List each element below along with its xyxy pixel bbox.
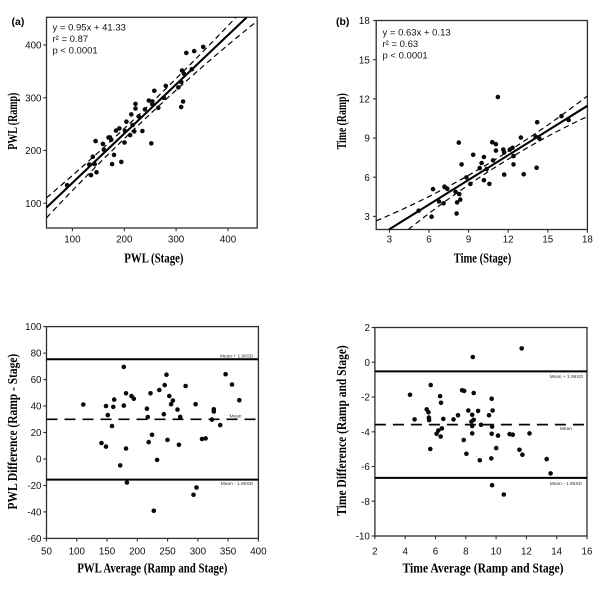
svg-text:Mean + 1.96SD: Mean + 1.96SD: [220, 353, 254, 359]
svg-text:3: 3: [364, 212, 370, 223]
svg-text:200: 200: [25, 146, 42, 157]
svg-text:r² = 0.63: r² = 0.63: [383, 39, 419, 50]
svg-text:Mean + 1.96SD: Mean + 1.96SD: [550, 374, 584, 380]
svg-text:2: 2: [364, 323, 369, 334]
svg-text:100: 100: [69, 547, 86, 558]
svg-text:18: 18: [582, 235, 593, 246]
svg-text:200: 200: [116, 235, 133, 246]
svg-text:0: 0: [36, 455, 42, 466]
svg-text:8: 8: [463, 547, 469, 558]
svg-text:Mean: Mean: [560, 426, 572, 432]
svg-text:y = 0.95x + 41.33: y = 0.95x + 41.33: [53, 22, 126, 33]
svg-text:100: 100: [64, 235, 81, 246]
svg-text:16: 16: [582, 547, 593, 558]
svg-text:2: 2: [372, 547, 377, 558]
svg-text:4: 4: [402, 547, 408, 558]
svg-text:PWL (Ramp): PWL (Ramp): [6, 92, 21, 149]
svg-text:Time Average (Ramp and Stage): Time Average (Ramp and Stage): [403, 562, 564, 577]
svg-text:r² = 0.87: r² = 0.87: [53, 34, 89, 45]
svg-text:15: 15: [359, 55, 370, 66]
svg-text:p < 0.0001: p < 0.0001: [383, 51, 428, 62]
svg-text:p < 0.0001: p < 0.0001: [53, 46, 98, 57]
svg-text:(b): (b): [336, 16, 349, 28]
svg-text:10: 10: [491, 547, 502, 558]
svg-text:40: 40: [31, 402, 42, 413]
svg-text:-6: -6: [361, 462, 370, 473]
svg-text:18: 18: [359, 16, 370, 27]
svg-text:-10: -10: [356, 532, 371, 543]
svg-text:150: 150: [99, 547, 116, 558]
svg-text:Time Difference (Ramp and Stag: Time Difference (Ramp and Stage): [335, 345, 350, 516]
svg-text:300: 300: [25, 93, 42, 104]
svg-text:PWL Average (Ramp and Stage): PWL Average (Ramp and Stage): [77, 562, 227, 577]
svg-text:300: 300: [168, 235, 185, 246]
svg-text:6: 6: [364, 173, 370, 184]
svg-text:Mean: Mean: [230, 414, 242, 420]
svg-text:-40: -40: [27, 508, 42, 519]
svg-text:50: 50: [41, 547, 52, 558]
svg-text:6: 6: [426, 235, 432, 246]
svg-text:400: 400: [25, 41, 42, 52]
svg-text:Mean - 1.96SD: Mean - 1.96SD: [550, 481, 583, 487]
svg-text:80: 80: [31, 349, 42, 360]
svg-text:3: 3: [387, 235, 393, 246]
svg-text:350: 350: [220, 547, 237, 558]
svg-text:Time (Stage): Time (Stage): [454, 251, 512, 266]
svg-text:400: 400: [220, 235, 237, 246]
svg-text:15: 15: [542, 235, 553, 246]
svg-text:12: 12: [521, 547, 532, 558]
svg-text:12: 12: [503, 235, 514, 246]
svg-text:14: 14: [551, 547, 562, 558]
svg-text:Mean - 1.96SD: Mean - 1.96SD: [221, 481, 254, 487]
svg-text:-60: -60: [27, 534, 42, 545]
svg-text:-2: -2: [361, 393, 370, 404]
svg-text:6: 6: [433, 547, 439, 558]
svg-text:PWL Difference (Ramp - Stage): PWL Difference (Ramp - Stage): [6, 353, 21, 509]
svg-text:(a): (a): [12, 16, 25, 28]
svg-text:-8: -8: [361, 497, 370, 508]
svg-text:400: 400: [250, 547, 267, 558]
svg-text:100: 100: [25, 322, 42, 333]
svg-text:100: 100: [25, 199, 42, 210]
svg-text:12: 12: [359, 95, 370, 106]
svg-text:300: 300: [190, 547, 207, 558]
svg-text:9: 9: [466, 235, 471, 246]
svg-text:Time (Ramp): Time (Ramp): [335, 93, 350, 149]
svg-text:y = 0.63x + 0.13: y = 0.63x + 0.13: [383, 27, 451, 38]
svg-text:20: 20: [31, 428, 42, 439]
svg-text:250: 250: [159, 547, 176, 558]
svg-text:60: 60: [31, 375, 42, 386]
svg-text:0: 0: [364, 358, 370, 369]
svg-text:200: 200: [129, 547, 146, 558]
svg-text:PWL (Stage): PWL (Stage): [124, 251, 184, 266]
svg-text:9: 9: [364, 134, 369, 145]
svg-text:-20: -20: [27, 481, 42, 492]
svg-text:-4: -4: [361, 427, 370, 438]
